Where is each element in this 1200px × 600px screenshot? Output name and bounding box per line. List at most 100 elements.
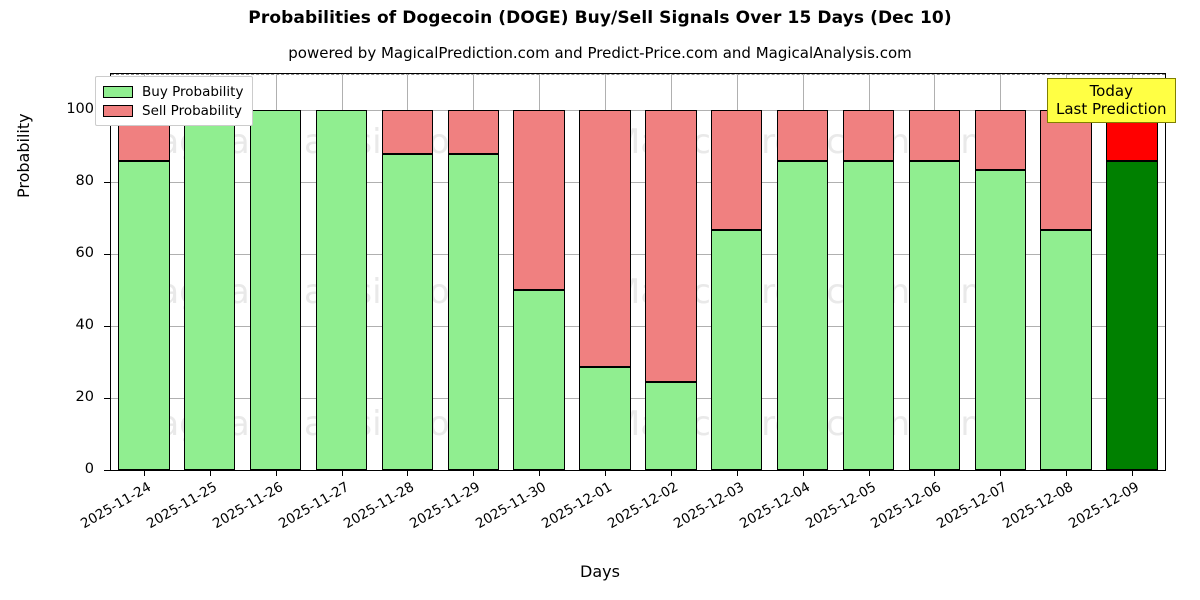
bar-2025-11-27[interactable]: [315, 74, 368, 470]
bar-segment-sell: [447, 110, 499, 155]
bar-2025-11-30[interactable]: [513, 74, 565, 470]
x-tick-label: 2025-12-03: [670, 479, 747, 533]
bar-segment-buy: [184, 110, 236, 470]
bar-segment-buy: [974, 170, 1026, 470]
y-tick-mark: [104, 254, 110, 255]
chart-title: Probabilities of Dogecoin (DOGE) Buy/Sel…: [248, 8, 952, 28]
x-tick-label: 2025-11-30: [473, 479, 550, 533]
bar-segment-buy: [579, 367, 631, 470]
x-tick-mark: [473, 471, 474, 476]
bar-segment-buy: [513, 290, 565, 470]
gridline-horizontal: [111, 254, 1165, 255]
x-tick-mark: [210, 471, 211, 476]
gridline-horizontal: [111, 182, 1165, 183]
bar-2025-12-04[interactable]: [776, 74, 829, 470]
bar-2025-12-03[interactable]: [711, 74, 763, 470]
bar-2025-12-05[interactable]: [842, 74, 895, 470]
y-tick-label: 20: [75, 389, 94, 405]
x-tick-mark: [934, 471, 935, 476]
bar-segment-sell: [776, 110, 829, 162]
bar-segment-buy: [447, 154, 499, 470]
gridline-horizontal: [111, 398, 1165, 399]
legend-label-buy: Buy Probability: [142, 83, 244, 100]
bar-2025-11-28[interactable]: [381, 74, 434, 470]
bar-2025-11-24[interactable]: [118, 74, 170, 470]
chart-legend: Buy Probability Sell Probability: [95, 76, 254, 126]
x-tick-label: 2025-12-04: [736, 479, 813, 533]
bar-2025-11-29[interactable]: [447, 74, 499, 470]
y-tick-label: 80: [75, 173, 94, 189]
x-tick-label: 2025-12-01: [539, 479, 616, 533]
y-tick-mark: [104, 326, 110, 327]
bar-2025-12-06[interactable]: [908, 74, 961, 470]
gridline-horizontal: [111, 326, 1165, 327]
bar-2025-11-25[interactable]: [184, 74, 236, 470]
y-tick-mark: [104, 182, 110, 183]
bar-2025-12-07[interactable]: [974, 74, 1026, 470]
x-tick-label: 2025-12-02: [604, 479, 681, 533]
x-tick-mark: [342, 471, 343, 476]
bar-segment-sell: [842, 110, 895, 162]
x-tick-mark: [1000, 471, 1001, 476]
x-tick-mark: [539, 471, 540, 476]
bar-2025-12-02[interactable]: [645, 74, 697, 470]
x-tick-label: 2025-12-05: [802, 479, 879, 533]
bar-segment-buy: [249, 110, 302, 470]
legend-item-buy[interactable]: Buy Probability: [103, 82, 243, 101]
x-tick-mark: [737, 471, 738, 476]
bar-segment-buy: [381, 154, 434, 470]
annotation-line-today: Today: [1089, 82, 1133, 100]
x-tick-mark: [803, 471, 804, 476]
bar-segment-sell: [908, 110, 961, 162]
x-tick-label: 2025-11-29: [407, 479, 484, 533]
x-tick-label: 2025-11-28: [341, 479, 418, 533]
plot-area: MagicalAnalysis.comMagicalPrediction.com…: [110, 73, 1166, 471]
annotation-line-last-prediction: Last Prediction: [1056, 100, 1167, 118]
x-tick-label: 2025-12-06: [868, 479, 945, 533]
x-tick-label: 2025-12-09: [1066, 479, 1143, 533]
plot-inner: MagicalAnalysis.comMagicalPrediction.com…: [111, 74, 1165, 470]
x-tick-mark: [605, 471, 606, 476]
x-tick-mark: [869, 471, 870, 476]
bar-segment-buy: [315, 110, 368, 470]
legend-item-sell[interactable]: Sell Probability: [103, 101, 243, 120]
legend-swatch-buy: [103, 85, 133, 98]
x-tick-mark: [1132, 471, 1133, 476]
bar-2025-12-09[interactable]: [1106, 74, 1158, 470]
bar-segment-sell: [645, 110, 697, 382]
legend-swatch-sell: [103, 104, 133, 117]
gridline-dashed-top: [111, 74, 1165, 75]
y-axis-label: Probability: [14, 113, 33, 198]
x-tick-label: 2025-11-27: [275, 479, 352, 533]
bar-segment-buy: [645, 381, 697, 470]
x-tick-label: 2025-11-26: [209, 479, 286, 533]
bar-segment-sell: [513, 110, 565, 290]
bar-2025-12-08[interactable]: [1040, 74, 1092, 470]
chart-subtitle: powered by MagicalPrediction.com and Pre…: [288, 44, 912, 62]
y-tick-label: 40: [75, 317, 94, 333]
x-tick-label: 2025-12-07: [934, 479, 1011, 533]
bar-segment-sell: [381, 110, 434, 155]
y-tick-mark: [104, 470, 110, 471]
today-last-prediction-annotation: Today Last Prediction: [1047, 78, 1176, 123]
x-tick-mark: [144, 471, 145, 476]
x-tick-label: 2025-11-24: [77, 479, 154, 533]
bar-segment-buy: [711, 229, 763, 470]
bar-segment-sell: [579, 110, 631, 368]
y-tick-mark: [104, 398, 110, 399]
bar-segment-sell: [1040, 110, 1092, 230]
x-tick-mark: [276, 471, 277, 476]
bar-segment-buy: [842, 161, 895, 470]
bar-segment-buy: [1040, 229, 1092, 470]
legend-label-sell: Sell Probability: [142, 102, 243, 119]
bar-segment-sell: [974, 110, 1026, 171]
bar-2025-11-26[interactable]: [249, 74, 302, 470]
x-tick-mark: [407, 471, 408, 476]
bar-2025-12-01[interactable]: [579, 74, 631, 470]
bar-segment-sell: [711, 110, 763, 230]
x-tick-label: 2025-12-08: [1000, 479, 1077, 533]
bar-segment-buy: [118, 161, 170, 470]
bar-segment-buy: [776, 161, 829, 470]
x-tick-label: 2025-11-25: [143, 479, 220, 533]
x-tick-mark: [1066, 471, 1067, 476]
